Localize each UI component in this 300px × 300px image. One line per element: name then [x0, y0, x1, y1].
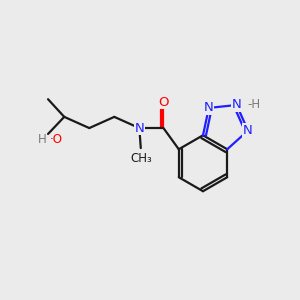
- Text: N: N: [243, 124, 253, 137]
- Text: ·O: ·O: [50, 133, 62, 146]
- Text: N: N: [204, 101, 214, 114]
- Text: CH₃: CH₃: [130, 152, 152, 165]
- Text: O: O: [158, 96, 169, 109]
- Text: N: N: [134, 122, 144, 135]
- Text: -H: -H: [248, 98, 261, 112]
- Text: N: N: [232, 98, 242, 112]
- Text: H: H: [38, 133, 46, 146]
